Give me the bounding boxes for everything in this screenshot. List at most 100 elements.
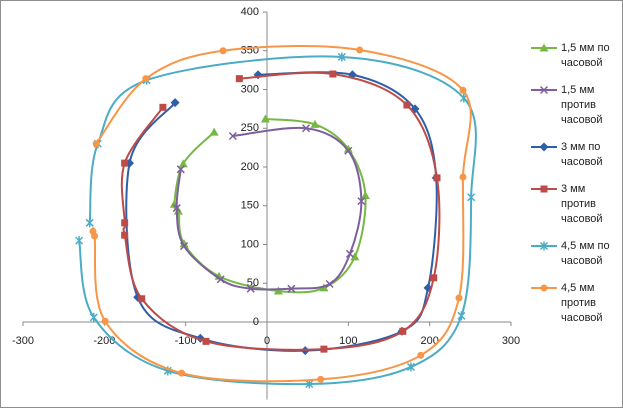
marker — [356, 46, 364, 54]
marker — [350, 252, 360, 261]
marker — [457, 311, 466, 321]
legend-entry: 3 мм по часовой — [531, 140, 617, 170]
legend-swatch — [531, 43, 557, 52]
marker — [357, 197, 366, 206]
legend-entry: 3 мм против часовой — [531, 182, 617, 227]
marker — [540, 284, 548, 292]
marker — [101, 317, 109, 325]
marker — [539, 142, 549, 152]
marker — [176, 165, 185, 174]
y-tick-label: 250 — [241, 122, 259, 134]
legend-label: 1,5 мм против часовой — [561, 84, 603, 126]
legend-swatch — [531, 284, 557, 292]
marker — [406, 362, 415, 372]
marker — [121, 231, 129, 239]
marker — [246, 284, 255, 293]
marker — [399, 327, 407, 335]
marker — [273, 286, 283, 295]
x-tick-label: 300 — [502, 335, 520, 347]
legend-swatch — [531, 185, 557, 193]
marker — [85, 218, 94, 228]
y-tick-label: 100 — [241, 238, 259, 250]
marker — [138, 295, 146, 303]
marker — [260, 114, 270, 123]
marker — [219, 47, 227, 55]
x-tick-label: -100 — [175, 335, 197, 347]
marker — [345, 249, 354, 258]
marker — [121, 219, 129, 227]
marker — [159, 103, 167, 111]
marker — [403, 101, 411, 109]
marker — [430, 274, 438, 282]
marker — [455, 294, 463, 302]
marker — [92, 140, 100, 148]
marker — [91, 232, 99, 240]
series-line — [120, 71, 441, 351]
marker — [317, 375, 325, 383]
marker — [540, 185, 548, 193]
legend-entry: 4,5 мм по часовой — [531, 239, 617, 269]
legend-entry: 4,5 мм против часовой — [531, 281, 617, 326]
marker — [539, 85, 549, 95]
marker — [121, 159, 129, 167]
marker — [75, 236, 84, 246]
marker — [170, 98, 180, 108]
marker — [310, 119, 320, 128]
marker — [178, 159, 188, 168]
series-line — [175, 126, 363, 291]
marker — [467, 192, 476, 202]
marker — [360, 191, 370, 200]
marker — [337, 52, 346, 62]
series-line — [125, 71, 438, 352]
marker — [459, 86, 467, 94]
marker — [539, 43, 549, 52]
marker — [89, 312, 98, 322]
marker — [172, 204, 181, 213]
marker — [287, 284, 296, 293]
y-tick-label: 400 — [241, 6, 259, 18]
marker — [216, 275, 225, 284]
legend-label: 4,5 мм против часовой — [561, 282, 603, 324]
legend-label: 3 мм против часовой — [561, 183, 603, 225]
legend: 1,5 мм по часовой 1,5 мм против часовой 3 … — [531, 41, 621, 338]
marker — [539, 241, 549, 251]
legend-label: 4,5 мм по часовой — [561, 240, 610, 267]
marker — [235, 75, 243, 83]
x-tick-label: -300 — [12, 335, 34, 347]
y-tick-label: 150 — [241, 200, 259, 212]
legend-swatch — [531, 241, 557, 251]
legend-label: 1,5 мм по часовой — [561, 42, 610, 69]
legend-swatch — [531, 85, 557, 95]
marker — [344, 146, 353, 155]
marker — [302, 124, 311, 133]
legend-swatch — [531, 142, 557, 152]
legend-entry: 1,5 мм по часовой — [531, 41, 617, 71]
marker — [179, 239, 189, 248]
series-line — [91, 45, 472, 383]
legend-label: 3 мм по часовой — [561, 141, 603, 168]
marker — [178, 369, 186, 377]
marker — [329, 70, 337, 78]
marker — [228, 131, 237, 141]
marker — [343, 144, 353, 153]
marker — [320, 345, 328, 353]
marker — [142, 75, 150, 83]
legend-entry: 1,5 мм против часовой — [531, 83, 617, 128]
x-tick-label: -200 — [93, 335, 115, 347]
x-tick-label: 100 — [339, 335, 357, 347]
marker — [180, 242, 189, 251]
y-tick-label: 0 — [253, 316, 259, 328]
marker — [202, 337, 210, 345]
marker — [325, 279, 334, 289]
y-tick-label: 350 — [241, 45, 259, 57]
x-tick-label: 0 — [264, 335, 270, 347]
marker — [433, 174, 441, 182]
y-tick-label: 200 — [241, 161, 259, 173]
marker — [459, 173, 467, 181]
y-tick-label: 300 — [241, 83, 259, 95]
series-line — [78, 55, 477, 386]
x-tick-label: 200 — [420, 335, 438, 347]
marker — [209, 127, 219, 136]
